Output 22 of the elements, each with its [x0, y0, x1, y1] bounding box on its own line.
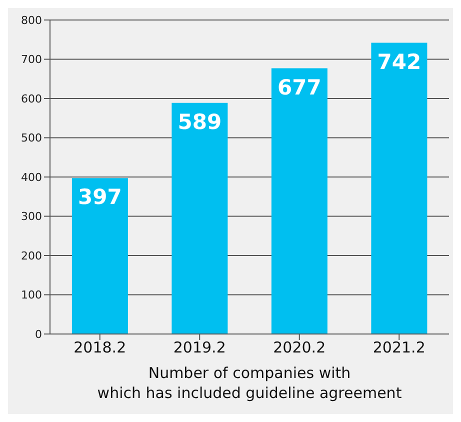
bar [371, 42, 428, 334]
data-label: 677 [278, 75, 322, 100]
y-tick-label: 0 [35, 328, 42, 341]
y-tick-label: 300 [21, 210, 42, 224]
y-tick-label: 500 [21, 132, 42, 145]
y-tick-label: 100 [21, 288, 42, 302]
x-tick-label: 2020.2 [273, 338, 326, 357]
bar [72, 178, 128, 334]
data-label: 589 [178, 110, 222, 134]
bar [172, 102, 228, 334]
y-tick-label: 400 [21, 170, 42, 184]
x-tick-label: 2021.2 [372, 338, 426, 357]
y-tick-label: 700 [21, 53, 42, 66]
bar [271, 68, 328, 334]
y-tick-label: 600 [21, 92, 42, 106]
y-tick-label: 200 [21, 249, 42, 262]
data-label: 397 [78, 185, 122, 210]
x-tick-label: 2018.2 [74, 338, 126, 357]
data-label: 742 [377, 50, 422, 74]
x-axis-title: Number of companies with which has included guideline agreement [97, 364, 402, 402]
x-tick-label: 2019.2 [173, 338, 226, 357]
y-tick-label: 800 [21, 14, 42, 27]
